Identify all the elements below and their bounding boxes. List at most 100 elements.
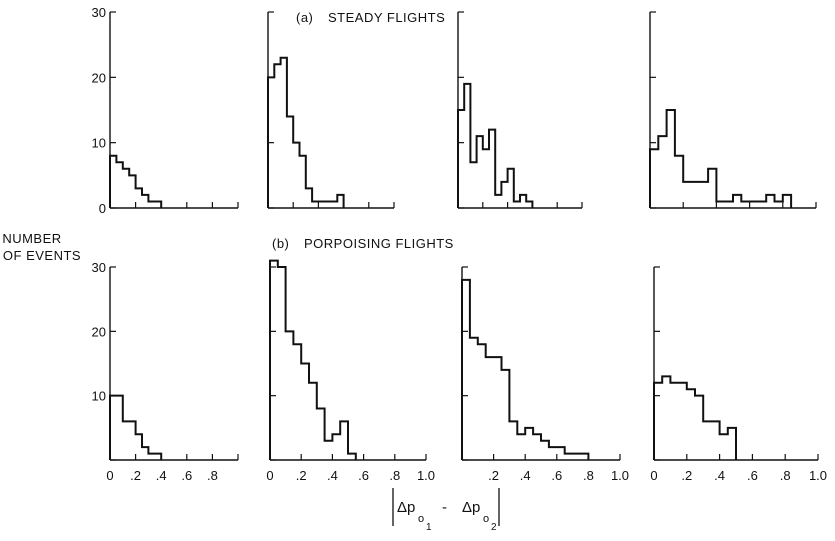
- x-label-sub-o-1: o: [418, 513, 424, 525]
- x-tick-label-b4: .2: [681, 468, 692, 483]
- histogram-bin-b4: [703, 421, 711, 460]
- x-tick-label-b4: .6: [747, 468, 758, 483]
- histogram-bin-b3: [517, 434, 525, 460]
- histogram-outline-a3: [457, 82, 534, 208]
- histogram-bin-a1: [116, 162, 122, 208]
- y-tick-label-a1: 20: [92, 70, 106, 85]
- histogram-bin-b4: [654, 383, 662, 460]
- y-tick-label-b1: 10: [92, 389, 106, 404]
- histogram-bin-a4: [683, 182, 691, 208]
- histogram-bin-b4: [728, 428, 736, 460]
- x-label-minus: -: [442, 499, 447, 516]
- histogram-bin-b3: [533, 434, 541, 460]
- histogram-bin-b1: [116, 396, 122, 460]
- histogram-bin-b3: [509, 421, 517, 460]
- histogram-bin-b1: [110, 396, 116, 460]
- x-tick-label-b3: 1.0: [611, 468, 629, 483]
- y-axis-label-line1: NUMBER: [2, 231, 61, 246]
- row-a-prefix: (a): [296, 10, 313, 25]
- panel-b3: .2 .4 .6 .8 1.0: [461, 266, 629, 483]
- histogram-bin-a4: [692, 182, 700, 208]
- histogram-bin-a3: [483, 149, 489, 208]
- row-a-title: STEADY FLIGHTS: [328, 10, 445, 25]
- x-tick-label-b2: .8: [389, 468, 400, 483]
- x-tick-label-b3: .8: [583, 468, 594, 483]
- histogram-bin-b2: [325, 441, 333, 460]
- x-tick-label-b2: 1.0: [417, 468, 435, 483]
- histogram-bin-a4: [733, 195, 741, 208]
- histogram-bin-b4: [720, 434, 728, 460]
- panel-b2: 0 .2 .4 .6 .8 1.0: [266, 259, 435, 483]
- histogram-outline-a2: [267, 56, 345, 208]
- histogram-bin-b3: [541, 441, 549, 460]
- histogram-bin-a4: [750, 201, 758, 208]
- histogram-bin-a2: [268, 77, 274, 208]
- histogram-bin-b2: [340, 421, 348, 460]
- histogram-bin-b4: [695, 396, 703, 460]
- histogram-bin-a2: [337, 195, 343, 208]
- histogram-bin-b3: [470, 338, 478, 460]
- x-tick-label-b3: .4: [520, 468, 531, 483]
- histogram-bin-b2: [293, 344, 301, 460]
- histogram-bin-a2: [300, 156, 306, 208]
- histogram-bin-b3: [549, 447, 557, 460]
- histogram-bin-a3: [514, 201, 520, 208]
- x-tick-label-b1: .8: [207, 468, 218, 483]
- histogram-bin-a3: [495, 195, 501, 208]
- histogram-bin-a3: [489, 130, 495, 208]
- histogram-outline-b4: [653, 375, 737, 460]
- histogram-bin-b1: [136, 434, 142, 460]
- histogram-bin-a4: [783, 195, 791, 208]
- histogram-bin-a2: [274, 64, 280, 208]
- row-b-title: PORPOISING FLIGHTS: [304, 236, 454, 251]
- histogram-bin-b4: [679, 383, 687, 460]
- histogram-bin-b1: [142, 447, 148, 460]
- histogram-bin-a2: [306, 188, 312, 208]
- x-tick-label-b1: 0: [106, 468, 113, 483]
- histogram-bin-a4: [725, 201, 733, 208]
- x-tick-label-b4: .8: [780, 468, 791, 483]
- histogram-bin-b3: [581, 454, 589, 460]
- histogram-bin-b2: [286, 331, 294, 460]
- x-label-sub-2: 2: [491, 522, 497, 533]
- histogram-bin-b2: [278, 267, 286, 460]
- x-tick-label-b1: .6: [181, 468, 192, 483]
- histogram-bin-b4: [670, 383, 678, 460]
- panel-b4: 0 .2 .4 .6 .8 1.0: [650, 266, 827, 483]
- panel-b1: 10 20 30 0 .2 .4 .6 .8: [92, 260, 239, 483]
- histogram-bin-a4: [708, 169, 716, 208]
- histogram-bin-a3: [526, 201, 532, 208]
- histogram-bin-b1: [129, 421, 135, 460]
- panel-a2: [267, 11, 395, 209]
- histogram-bin-a4: [675, 156, 683, 208]
- histogram-bin-a3: [508, 169, 514, 208]
- histogram-bin-a1: [129, 175, 135, 208]
- histogram-bin-b3: [525, 428, 533, 460]
- histogram-outline-a4: [649, 109, 793, 208]
- y-axis-label-line2: OF EVENTS: [3, 248, 81, 263]
- histogram-bin-a3: [520, 195, 526, 208]
- histogram-bin-a4: [658, 136, 666, 208]
- histogram-bin-b3: [462, 280, 470, 460]
- histogram-bin-b1: [148, 454, 154, 460]
- histogram-bin-b3: [478, 344, 486, 460]
- panel-a3: [457, 11, 583, 209]
- histogram-bin-a4: [700, 182, 708, 208]
- y-tick-label-a1: 30: [92, 5, 106, 20]
- histogram-bin-b1: [123, 421, 129, 460]
- x-label-delta-2: Δp: [462, 499, 480, 516]
- histogram-bin-a4: [758, 201, 766, 208]
- row-b-prefix: (b): [272, 236, 289, 251]
- histogram-bin-a2: [293, 143, 299, 208]
- x-label-sub-1: 1: [426, 522, 432, 533]
- x-tick-label-b2: .2: [296, 468, 307, 483]
- histogram-bin-a1: [155, 201, 161, 208]
- histogram-bin-a1: [110, 156, 116, 208]
- x-label-delta-1: Δp: [397, 499, 415, 516]
- histogram-outline-a1: [109, 154, 163, 208]
- histogram-bin-b2: [332, 434, 340, 460]
- histogram-bin-b4: [662, 376, 670, 460]
- x-tick-label-b3: .6: [551, 468, 562, 483]
- histogram-bin-a2: [281, 58, 287, 208]
